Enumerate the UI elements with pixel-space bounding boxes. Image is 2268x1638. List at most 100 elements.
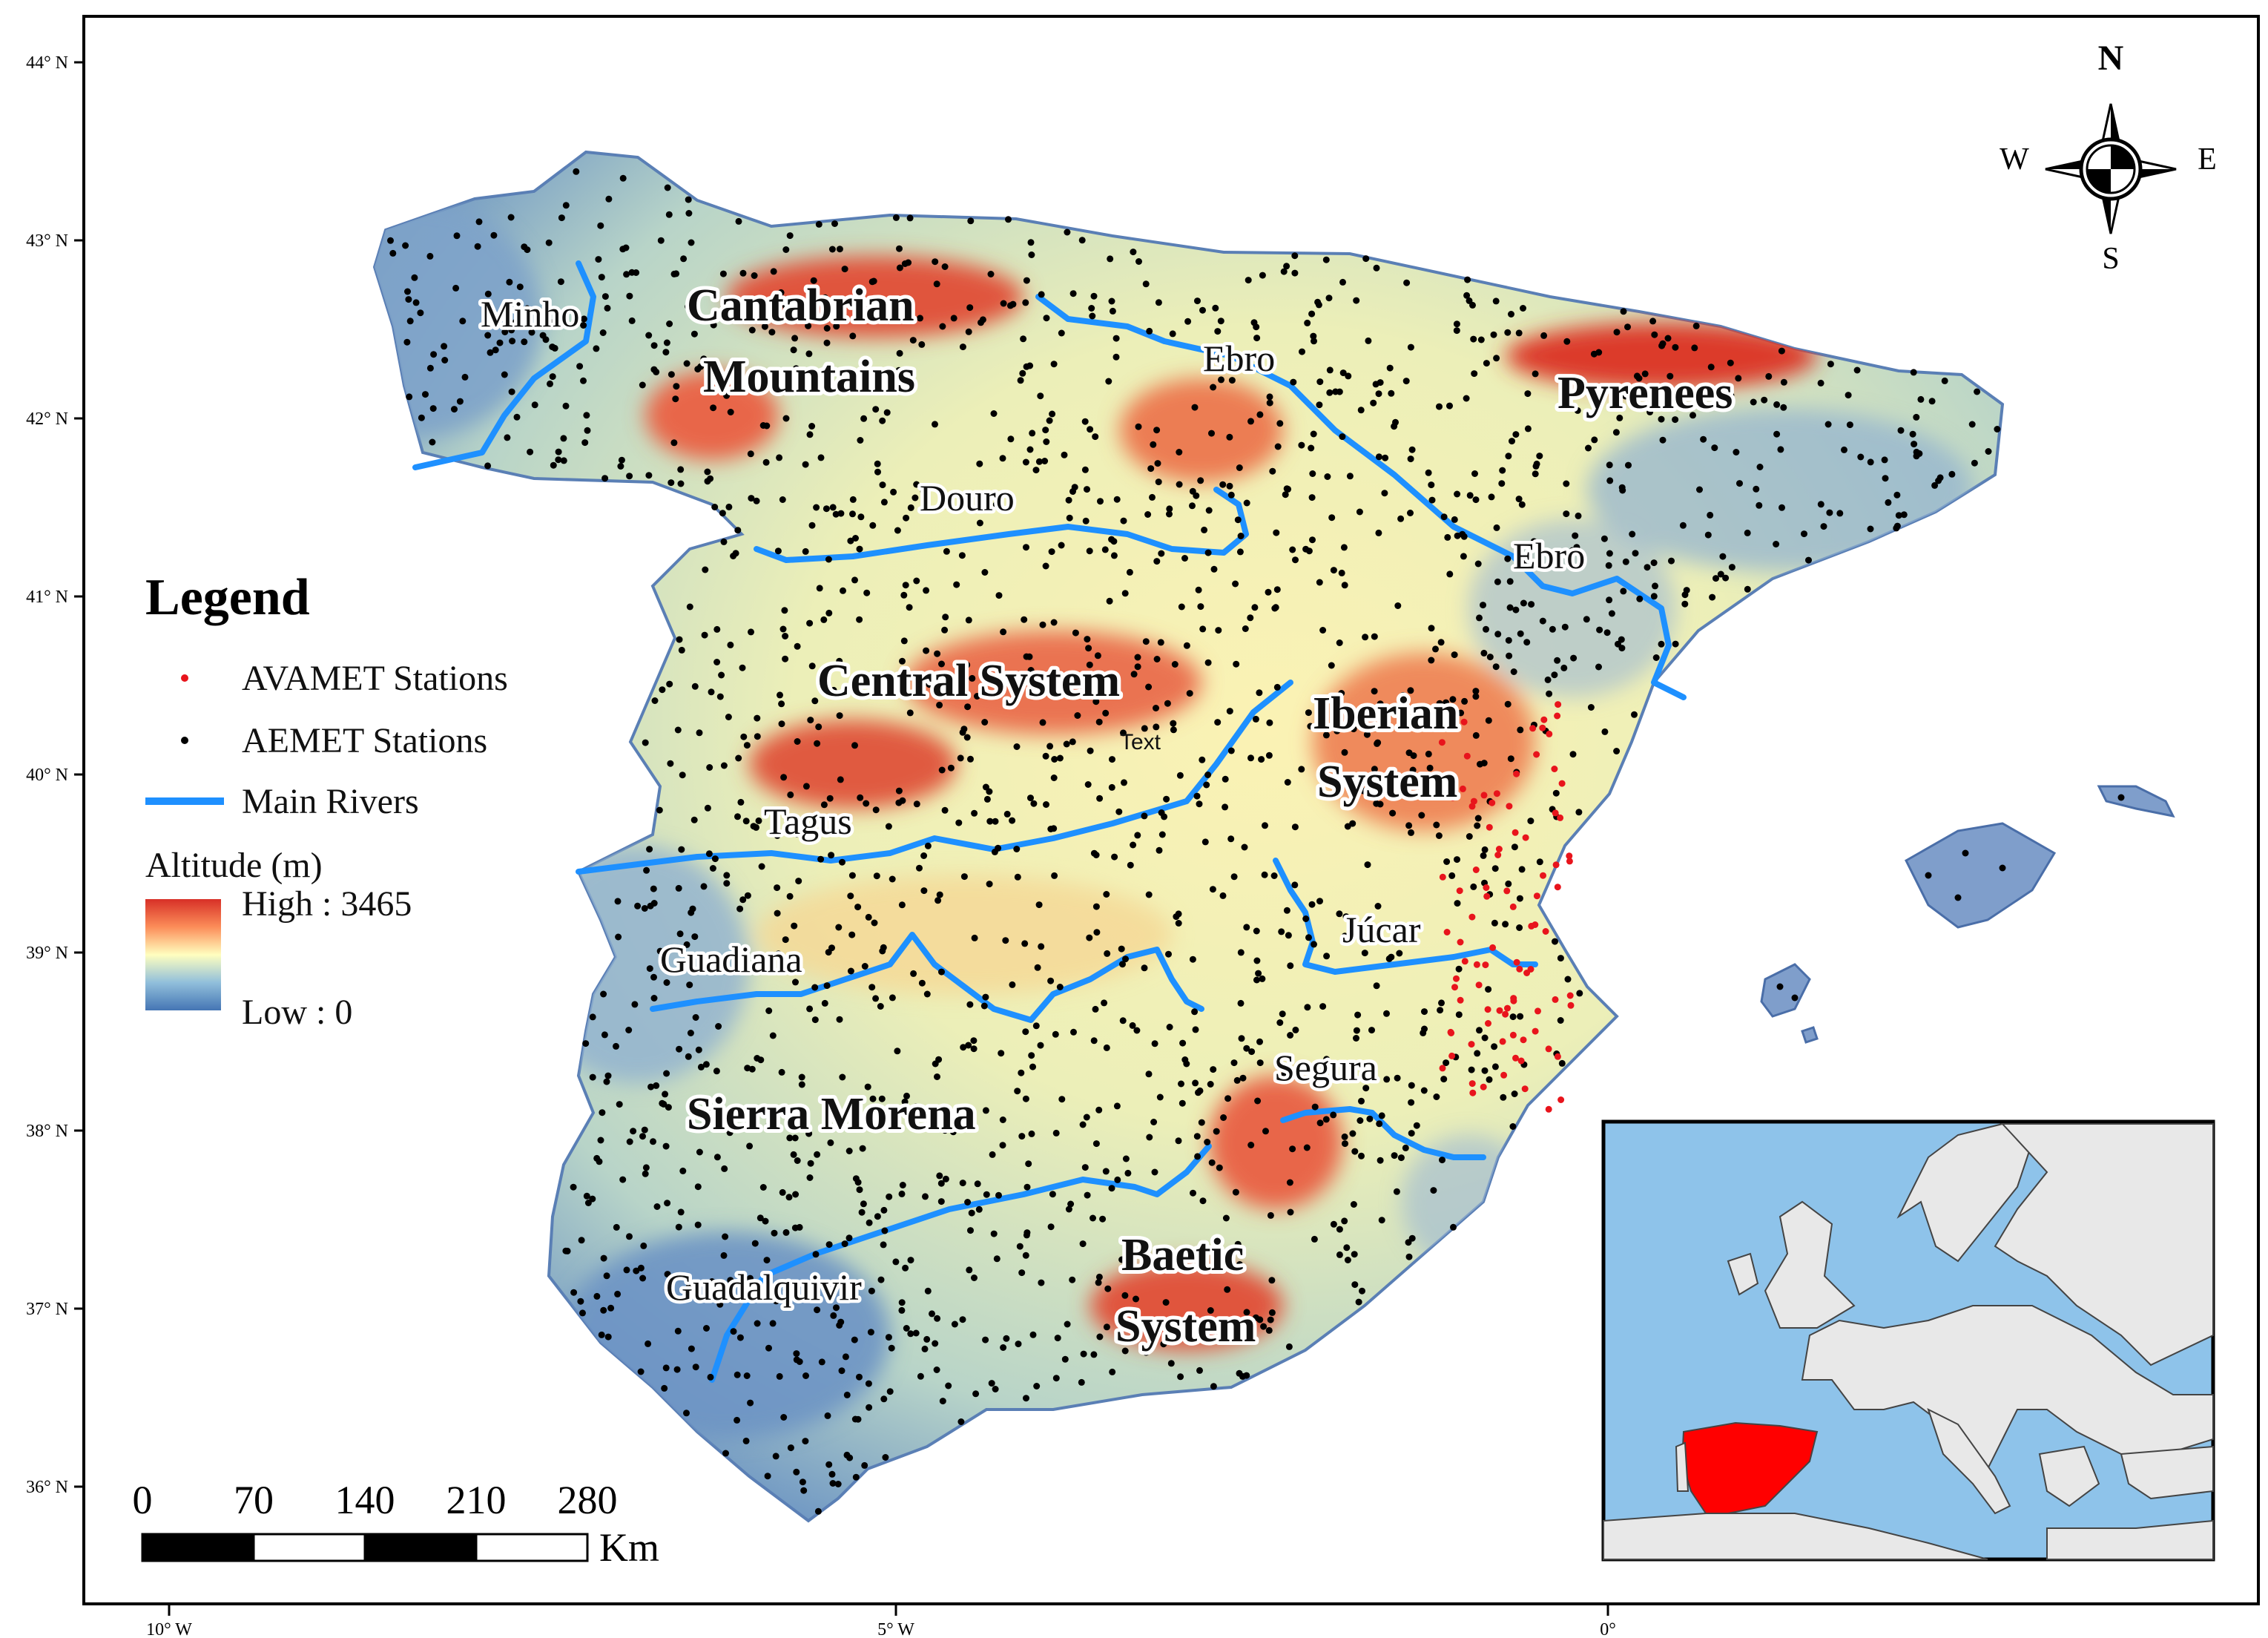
aemet-station-dot: [1035, 901, 1043, 909]
aemet-station-dot: [1266, 393, 1273, 401]
aemet-station-dot: [1316, 1119, 1324, 1127]
avamet-station-dot: [1494, 852, 1502, 858]
aemet-station-dot: [1493, 355, 1500, 362]
aemet-station-dot: [936, 891, 943, 898]
aemet-station-dot: [418, 414, 425, 421]
aemet-station-dot: [628, 317, 636, 324]
aemet-station-dot: [1349, 1130, 1356, 1137]
aemet-station-dot: [628, 269, 636, 276]
aemet-station-dot: [1480, 649, 1488, 657]
aemet-station-dot: [1222, 803, 1229, 811]
aemet-station-dot: [1130, 671, 1138, 678]
avamet-station-dot: [1439, 873, 1446, 881]
avamet-station-dot: [1461, 958, 1468, 965]
aemet-station-dot: [827, 1139, 834, 1146]
aemet-station-dot: [727, 409, 734, 415]
aemet-station-dot: [1023, 544, 1029, 551]
aemet-station-dot: [650, 342, 658, 349]
aemet-station-dot: [1477, 336, 1485, 343]
aemet-station-dot: [990, 410, 998, 417]
aemet-station-dot: [562, 202, 570, 209]
aemet-station-dot: [670, 270, 678, 277]
aemet-station-dot: [1481, 1067, 1489, 1074]
aemet-station-dot: [1326, 389, 1334, 396]
aemet-station-dot: [1014, 873, 1021, 881]
aemet-station-dot: [716, 693, 724, 700]
aemet-station-dot: [674, 726, 682, 734]
aemet-station-dot: [817, 454, 825, 461]
aemet-station-dot: [826, 795, 834, 802]
aemet-station-dot: [1853, 366, 1861, 374]
aemet-station-dot: [1023, 1231, 1030, 1239]
aemet-station-dot: [1339, 369, 1347, 377]
aemet-station-dot: [1536, 453, 1543, 460]
aemet-station-dot: [740, 1115, 748, 1122]
avamet-station-dot: [1522, 834, 1529, 841]
aemet-station-dot: [1846, 421, 1853, 429]
aemet-station-dot: [1520, 599, 1527, 607]
aemet-station-dot: [1407, 343, 1414, 351]
aemet-station-dot: [901, 1098, 909, 1105]
aemet-station-dot: [1394, 1074, 1401, 1082]
avamet-station-dot: [1473, 961, 1480, 968]
aemet-station-dot: [1625, 461, 1632, 469]
aemet-station-dot: [1448, 872, 1456, 879]
aemet-station-dot: [719, 510, 726, 517]
aemet-station-dot: [513, 413, 521, 421]
aemet-station-dot: [1954, 894, 1962, 901]
avamet-station-dot: [1554, 712, 1561, 720]
aemet-station-dot: [1466, 297, 1473, 304]
aemet-station-dot: [1224, 1095, 1232, 1102]
aemet-station-dot: [1359, 787, 1367, 795]
aemet-station-dot: [879, 481, 886, 489]
aemet-station-dot: [1471, 370, 1478, 378]
aemet-station-dot: [686, 603, 693, 611]
aemet-station-dot: [1066, 514, 1073, 522]
aemet-station-dot: [1536, 858, 1543, 866]
aemet-station-dot: [626, 1138, 633, 1145]
aemet-station-dot: [1087, 747, 1094, 754]
aemet-station-dot: [1163, 795, 1170, 803]
avamet-station-dot: [1552, 996, 1559, 1003]
aemet-station-dot: [1373, 264, 1380, 272]
aemet-station-dot: [1155, 478, 1162, 486]
north-arrow-icon: [2045, 103, 2177, 234]
aemet-station-dot: [872, 995, 880, 1002]
aemet-station-dot: [695, 1046, 702, 1053]
aemet-station-dot: [1711, 444, 1718, 452]
aemet-station-dot: [426, 252, 434, 260]
aemet-station-dot: [1175, 1137, 1182, 1145]
aemet-station-dot: [967, 755, 974, 763]
aemet-station-dot: [1324, 473, 1331, 480]
aemet-station-dot: [1717, 570, 1724, 578]
aemet-station-dot: [1736, 480, 1743, 487]
aemet-station-dot: [1371, 766, 1378, 773]
aemet-station-dot: [1570, 654, 1578, 662]
aemet-station-dot: [1105, 378, 1112, 385]
aemet-station-dot: [1311, 1103, 1319, 1111]
aemet-station-dot: [584, 1200, 592, 1206]
aemet-station-dot: [1386, 364, 1394, 372]
aemet-station-dot: [1644, 564, 1651, 571]
aemet-station-dot: [967, 1227, 974, 1234]
aemet-station-dot: [708, 1278, 716, 1285]
aemet-station-dot: [1358, 1152, 1365, 1160]
aemet-station-dot: [1358, 1097, 1365, 1105]
aemet-station-dot: [1226, 433, 1233, 441]
aemet-station-dot: [1108, 783, 1115, 791]
aemet-station-dot: [1222, 1214, 1230, 1222]
aemet-station-dot: [1438, 999, 1445, 1007]
aemet-station-dot: [1591, 436, 1598, 444]
aemet-station-dot: [1181, 555, 1188, 562]
aemet-station-dot: [1778, 347, 1785, 355]
aemet-station-dot: [942, 614, 949, 621]
aemet-station-dot: [764, 1473, 771, 1480]
aemet-station-dot: [1552, 938, 1558, 945]
aemet-station-dot: [1079, 1240, 1087, 1248]
aemet-station-dot: [1022, 1028, 1029, 1036]
aemet-station-dot: [965, 328, 972, 335]
aemet-station-dot: [1936, 474, 1944, 481]
aemet-station-dot: [1207, 1307, 1214, 1314]
aemet-station-dot: [1319, 1003, 1327, 1010]
aemet-station-dot: [736, 1334, 744, 1341]
